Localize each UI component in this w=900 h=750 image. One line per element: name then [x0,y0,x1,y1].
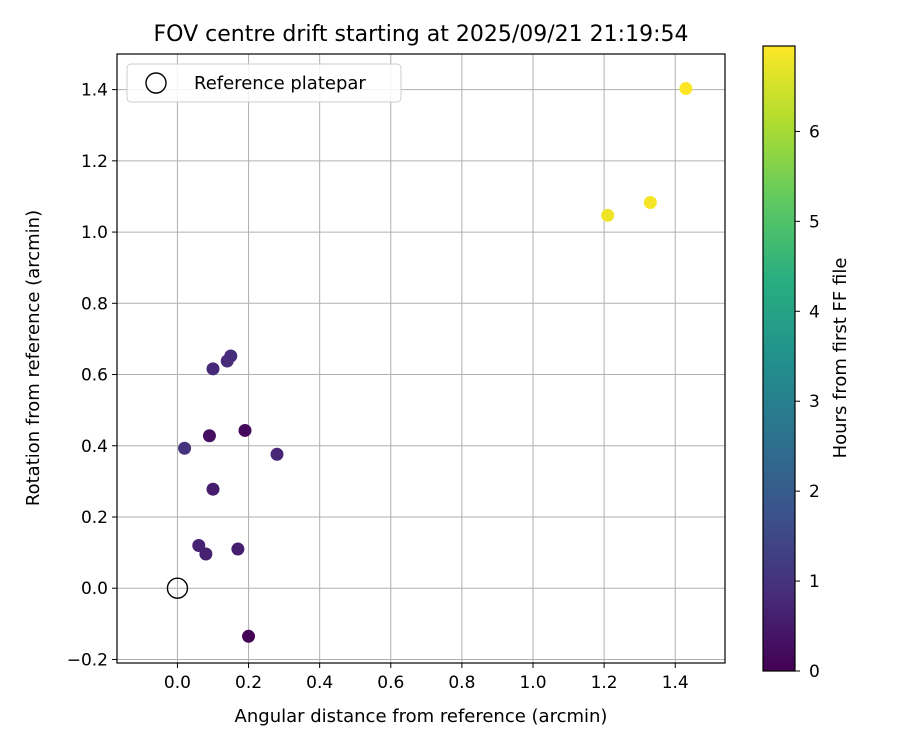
y-tick-label: 0.4 [81,437,108,457]
y-tick-label: 0.8 [81,294,108,314]
x-tick-label: 0.0 [164,673,191,693]
data-point [238,423,252,437]
legend-marker-reference [145,72,167,94]
plot-frame [116,53,726,664]
data-point [231,542,245,556]
data-point [270,447,284,461]
colorbar-tick-label: 6 [809,122,820,142]
colorbar-ticks: 0 1 2 3 4 5 6 [795,122,820,682]
grid-lines [117,54,725,663]
data-point [192,538,206,552]
y-tick-label: −0.2 [67,650,108,670]
colorbar-label: Hours from first FF file [830,258,851,459]
y-tick-label: 1.4 [81,81,108,101]
y-tick-label: 1.0 [81,223,108,243]
x-tick-label: 0.6 [377,673,404,693]
x-tick-label: 1.4 [662,673,689,693]
y-axis-label: Rotation from reference (arcmin) [23,210,44,506]
y-tick-label: 0.0 [81,579,108,599]
colorbar-tick-label: 3 [809,392,820,412]
chart-title: FOV centre drift starting at 2025/09/21 … [154,22,689,47]
y-tick-label: 0.6 [81,366,108,386]
reference-layer [166,577,189,599]
data-point [643,196,657,210]
y-axis-ticks: −0.2 0.0 0.2 0.4 0.6 0.8 1.0 1.2 1.4 [67,81,117,670]
legend-label: Reference platepar [194,73,366,94]
x-tick-label: 0.2 [235,673,262,693]
data-point [206,482,220,496]
data-point [199,547,213,561]
y-tick-label: 1.2 [81,152,108,172]
x-tick-label: 0.4 [306,673,333,693]
x-tick-label: 0.8 [448,673,475,693]
x-tick-label: 1.2 [591,673,618,693]
x-axis-label: Angular distance from reference (arcmin) [235,706,608,727]
data-point [206,362,220,376]
colorbar-gradient [762,45,796,672]
reference-platepar-marker [166,577,189,599]
data-point [178,441,192,455]
legend: Reference platepar [126,63,402,103]
x-axis-ticks: 0.0 0.2 0.4 0.6 0.8 1.0 1.2 1.4 [164,663,689,693]
data-point [679,82,693,96]
colorbar-tick-label: 4 [809,302,820,322]
data-points [178,82,693,643]
colorbar-tick-label: 5 [809,212,820,232]
data-point [601,208,615,222]
legend-box [126,63,402,103]
x-tick-label: 1.0 [519,673,546,693]
colorbar-tick-label: 2 [809,482,820,502]
data-point [224,349,238,363]
colorbar: 0 1 2 3 4 5 6 Hours from first FF file [762,45,851,682]
colorbar-tick-label: 1 [809,572,820,592]
data-point [242,629,256,643]
colorbar-tick-label: 0 [809,662,820,682]
y-tick-label: 0.2 [81,508,108,528]
data-point [202,429,216,443]
